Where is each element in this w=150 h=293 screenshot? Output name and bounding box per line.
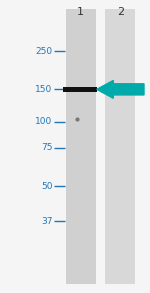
Text: 2: 2: [117, 7, 124, 17]
Text: 50: 50: [41, 182, 52, 190]
Text: 250: 250: [35, 47, 52, 56]
Bar: [66, 9, 96, 284]
Text: 75: 75: [41, 144, 52, 152]
Bar: [105, 9, 135, 284]
Text: 150: 150: [35, 85, 52, 94]
Text: 1: 1: [77, 7, 84, 17]
Text: 100: 100: [35, 117, 52, 126]
Bar: [63, 87, 97, 92]
Text: 37: 37: [41, 217, 52, 226]
FancyArrow shape: [97, 81, 144, 98]
